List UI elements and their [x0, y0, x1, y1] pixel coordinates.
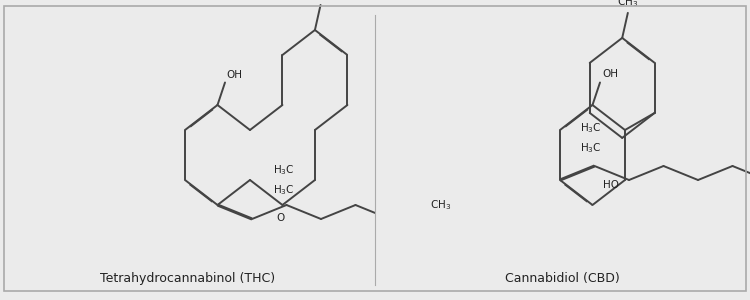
Text: CH$_3$: CH$_3$: [430, 198, 451, 212]
Text: Cannabidiol (CBD): Cannabidiol (CBD): [506, 272, 620, 285]
Text: CH$_3$: CH$_3$: [617, 0, 638, 9]
Text: Tetrahydrocannabinol (THC): Tetrahydrocannabinol (THC): [100, 272, 275, 285]
Text: H$_3$C: H$_3$C: [273, 163, 294, 177]
Text: O: O: [277, 212, 285, 223]
Text: CH$_3$: CH$_3$: [310, 0, 332, 1]
Text: HO: HO: [603, 180, 619, 190]
Text: H$_3$C: H$_3$C: [580, 141, 602, 155]
Text: H$_3$C: H$_3$C: [273, 183, 294, 197]
Text: OH: OH: [226, 70, 242, 80]
Text: H$_3$C: H$_3$C: [580, 121, 602, 135]
Text: OH: OH: [602, 69, 619, 79]
